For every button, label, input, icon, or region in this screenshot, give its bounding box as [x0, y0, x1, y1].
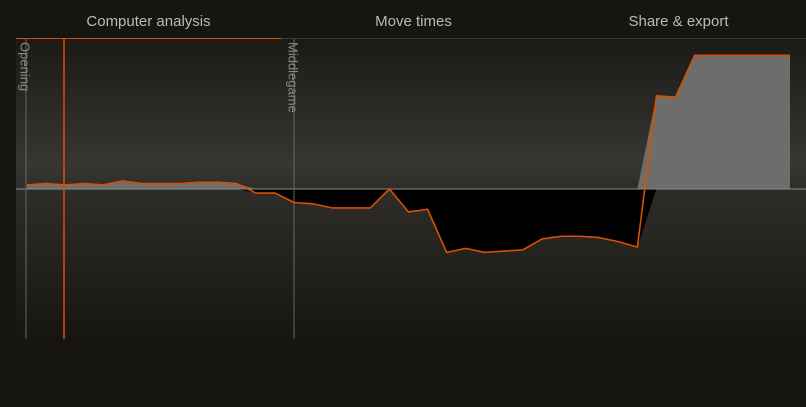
tab-share-export[interactable]: Share & export	[628, 13, 729, 30]
advantage-white-area	[27, 55, 790, 189]
tab-move-times[interactable]: Move times	[375, 13, 452, 30]
tab-computer-analysis[interactable]: Computer analysis	[16, 0, 281, 40]
evaluation-line	[26, 54, 790, 254]
analysis-tabs: Computer analysis Move times Share & exp…	[16, 0, 806, 40]
advantage-black-area	[27, 189, 790, 253]
evaluation-chart-svg[interactable]: Opening Middlegame	[0, 39, 806, 402]
phase-label-middlegame: Middlegame	[285, 42, 300, 113]
phase-label-opening: Opening	[17, 42, 32, 91]
evaluation-chart[interactable]: Opening Middlegame	[0, 39, 806, 402]
